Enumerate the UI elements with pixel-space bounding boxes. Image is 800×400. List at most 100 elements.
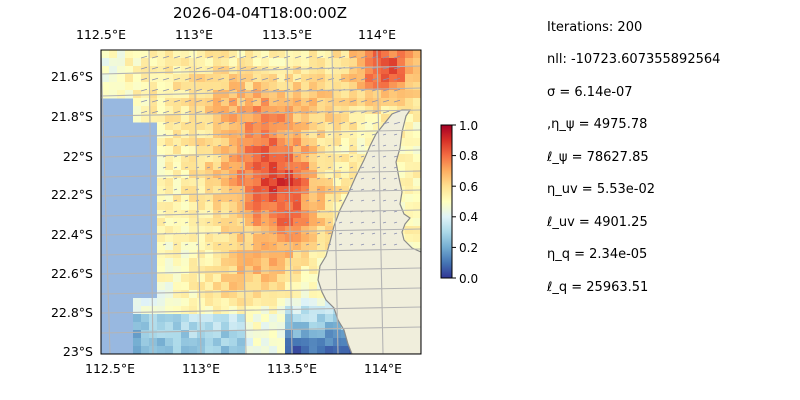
field-cell [149,50,158,59]
velocity-arrow [371,155,376,158]
field-cell [277,82,286,91]
field-cell [397,50,406,59]
parallel-line [101,189,421,197]
velocity-arrow [261,232,266,235]
field-cell [101,50,110,59]
field-cell [253,186,262,195]
field-cell [189,58,198,67]
field-cell [405,50,414,59]
field-cell [285,298,294,307]
velocity-arrow [217,210,222,213]
velocity-arrow [316,144,321,147]
field-cell [221,194,230,203]
velocity-arrow [184,88,192,92]
stat-ell-q: ℓ_q = 25963.51 [547,280,649,295]
velocity-arrow [327,133,332,136]
field-cell [245,298,254,307]
velocity-arrow [294,121,302,125]
velocity-arrow [228,166,233,169]
field-cell [221,274,230,283]
parallel-line [101,326,421,334]
field-cell [229,106,238,115]
field-cell [109,82,118,91]
field-cell [189,250,198,259]
field-cell [261,162,270,171]
velocity-arrow [228,188,233,191]
field-cell [197,250,206,259]
velocity-arrow [294,243,299,246]
field-cell [197,154,206,163]
velocity-arrow [294,188,299,191]
field-cell [173,346,182,354]
field-cell [245,138,254,147]
field-cell [237,330,246,339]
parallel-line [101,209,421,217]
velocity-arrow [305,199,310,202]
field-cell [101,90,110,99]
velocity-arrow [316,166,321,169]
field-cell [405,74,414,83]
field-cell [357,82,366,91]
meridian-line [101,50,111,354]
field-cell [413,218,421,227]
field-cell [157,234,166,243]
field-cell [277,170,286,179]
lon-label-bottom-2: 113°E [182,361,220,376]
field-cell [181,138,190,147]
velocity-arrow [305,243,310,246]
field-cell [189,66,198,75]
field-cell [165,226,174,235]
velocity-arrow [294,155,299,158]
velocity-arrow [217,199,222,202]
field-cell [165,170,174,179]
field-cell [229,194,238,203]
field-cell [325,346,334,354]
field-cell [125,74,134,83]
velocity-arrow [228,66,236,70]
field-cell [213,306,222,315]
field-cell [277,282,286,291]
velocity-arrow [228,177,233,180]
field-cell [157,290,166,299]
field-cell [285,66,294,75]
velocity-arrow [173,243,178,246]
field-cell [373,106,382,115]
field-cell [173,266,182,275]
field-cell [253,178,262,187]
field-cell [309,202,318,211]
field-cell [173,202,182,211]
field-cell [141,298,150,307]
field-cell [197,274,206,283]
field-cell [317,242,326,251]
field-cell [325,202,334,211]
field-cell [133,330,142,339]
meridian-line [331,50,339,354]
field-cell [413,234,421,243]
field-cell [301,210,310,219]
field-cell [309,338,318,347]
field-cell [405,154,414,163]
field-cell [349,66,358,75]
field-cell [269,50,278,59]
field-cell [221,98,230,107]
velocity-arrow [250,188,255,191]
field-cell [253,146,262,155]
field-cell [181,122,190,131]
field-cell [317,346,326,354]
lat-label-3: 22°S [63,149,93,164]
field-cell [277,154,286,163]
velocity-arrow [184,210,189,213]
field-cell [301,90,310,99]
field-cell [181,130,190,139]
velocity-arrow [283,144,288,147]
field-cell [197,82,206,91]
field-cell [397,170,406,179]
velocity-arrow [250,66,258,70]
velocity-arrow [239,55,247,59]
velocity-arrow [140,99,148,103]
velocity-arrow [316,177,321,180]
field-cell [285,250,294,259]
velocity-arrow [338,155,343,158]
field-cell [141,74,150,83]
field-cell [133,114,142,123]
